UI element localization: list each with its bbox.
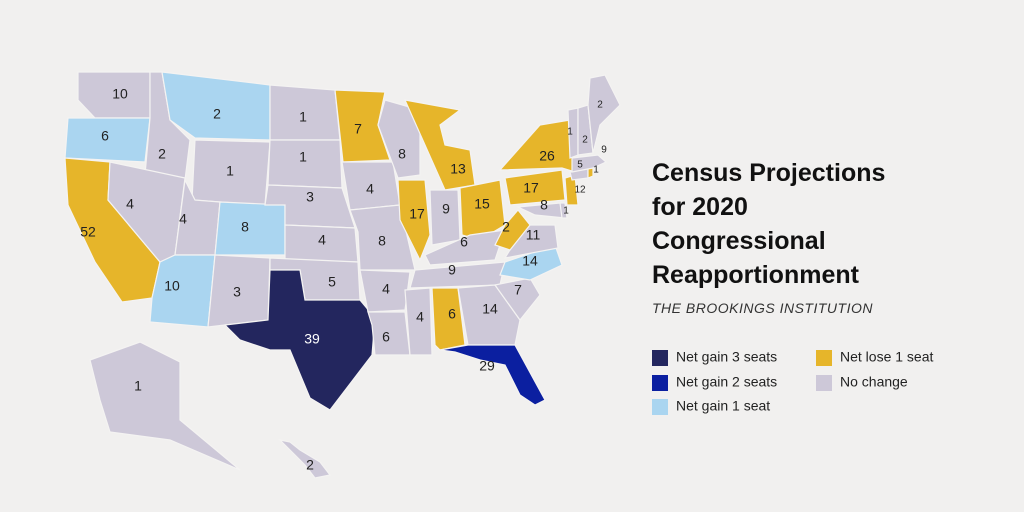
state-seats: 3	[233, 284, 241, 300]
state	[494, 209, 531, 251]
state-seats: 4	[416, 309, 424, 325]
state	[214, 201, 286, 256]
state	[64, 117, 151, 163]
state-seats: 29	[479, 358, 495, 374]
title-line: Congressional	[652, 227, 826, 255]
state-seats: 39	[304, 331, 320, 347]
legend-swatch	[816, 350, 832, 366]
state-seats: 6	[382, 329, 390, 345]
state	[359, 269, 411, 313]
legend-label: Net lose 1 seat	[840, 349, 933, 365]
legend-label: No change	[840, 374, 908, 390]
state-seats: 7	[514, 282, 522, 298]
state-seats: 2	[582, 135, 588, 146]
state-seats: 6	[460, 234, 468, 250]
state-seats: 4	[382, 281, 390, 297]
state-seats: 2	[213, 106, 221, 122]
legend-label: Net gain 1 seat	[676, 398, 770, 414]
state-seats: 14	[482, 301, 498, 317]
legend-swatch	[816, 375, 832, 391]
state-seats: 5	[328, 274, 336, 290]
state	[161, 71, 271, 141]
state-seats: 4	[318, 232, 326, 248]
state-seats: 6	[101, 128, 109, 144]
state	[349, 204, 416, 271]
state-seats: 8	[241, 219, 249, 235]
state	[439, 344, 546, 406]
state-seats: 3	[306, 189, 314, 205]
state	[149, 254, 216, 328]
state-seats: 52	[80, 224, 96, 240]
state-seats: 1	[593, 165, 599, 176]
state	[89, 341, 241, 471]
state-seats: 2	[502, 219, 510, 235]
state	[397, 179, 431, 262]
state	[504, 169, 566, 206]
state	[587, 74, 621, 154]
legend-label: Net gain 3 seats	[676, 349, 777, 365]
state-seats: 1	[299, 109, 307, 125]
state-seats: 2	[306, 457, 314, 473]
state-seats: 9	[601, 145, 607, 156]
state	[429, 189, 461, 246]
state	[403, 99, 476, 191]
state-seats: 6	[448, 306, 456, 322]
subtitle: THE BROOKINGS INSTITUTION	[652, 300, 873, 316]
state-seats: 8	[378, 233, 386, 249]
state-seats: 1	[567, 127, 573, 138]
state-seats: 9	[448, 262, 456, 278]
state-seats: 26	[539, 148, 555, 164]
state-seats: 10	[164, 278, 180, 294]
state-seats: 15	[474, 196, 490, 212]
state-seats: 2	[158, 146, 166, 162]
state-seats: 13	[450, 161, 466, 177]
title-line: Census Projections	[652, 159, 885, 187]
state	[457, 284, 521, 346]
state-seats: 10	[112, 86, 128, 102]
state-seats: 4	[179, 211, 187, 227]
state	[278, 439, 332, 479]
state-seats: 7	[354, 121, 362, 137]
state	[499, 244, 563, 281]
state-seats: 2	[597, 100, 603, 111]
state-seats: 8	[540, 197, 548, 213]
state	[559, 202, 568, 219]
legend: Net gain 3 seats Net gain 2 seats Net gain…	[652, 349, 933, 415]
state-seats: 4	[126, 196, 134, 212]
legend-swatch	[652, 375, 668, 391]
state	[493, 277, 541, 321]
state-seats: 1	[299, 149, 307, 165]
state-seats: 1	[226, 163, 234, 179]
state-seats: 9	[442, 201, 450, 217]
state	[223, 269, 376, 411]
state-seats: 17	[409, 206, 425, 222]
state-seats: 5	[577, 160, 583, 171]
legend-swatch	[652, 350, 668, 366]
state	[571, 154, 608, 173]
legend-swatch	[652, 399, 668, 415]
title-line: for 2020	[652, 193, 748, 221]
state-seats: 8	[398, 146, 406, 162]
state-seats: 11	[526, 227, 541, 243]
state	[367, 311, 411, 356]
title-line: Reapportionment	[652, 261, 860, 289]
states	[64, 71, 621, 479]
state-seats: 1	[134, 378, 142, 394]
legend-label: Net gain 2 seats	[676, 374, 777, 390]
state-seats: 1	[563, 206, 569, 217]
state-seats: 17	[523, 180, 539, 196]
state-seats: 4	[366, 181, 374, 197]
state-seats: 12	[574, 185, 586, 196]
state-seats: 14	[522, 253, 538, 269]
state	[404, 287, 433, 356]
